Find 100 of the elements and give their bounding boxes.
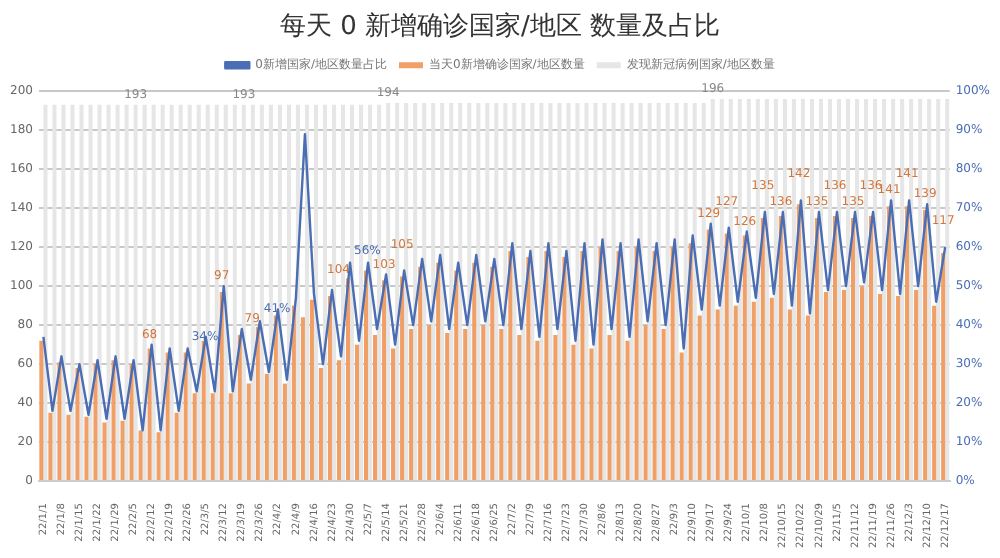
- bar: [512, 102, 517, 481]
- bar: [778, 215, 783, 481]
- bar: [43, 104, 48, 481]
- bar: [643, 325, 648, 481]
- bar: [138, 430, 143, 481]
- bar: [79, 104, 84, 481]
- bar: [941, 253, 946, 481]
- bar: [300, 317, 305, 481]
- bar: [923, 210, 928, 481]
- bar: [683, 102, 688, 481]
- bar: [52, 104, 57, 481]
- bar: [571, 344, 576, 481]
- bar: [382, 280, 387, 481]
- bar: [832, 215, 837, 481]
- bar: [354, 344, 360, 481]
- bar: [463, 329, 468, 481]
- bar: [692, 102, 697, 481]
- bar: [796, 204, 801, 481]
- bar: [246, 383, 251, 481]
- bar: [584, 102, 589, 481]
- bar: [535, 340, 540, 481]
- bar: [318, 368, 323, 481]
- bar: [413, 102, 418, 481]
- bar: [124, 104, 129, 481]
- bar: [273, 315, 278, 481]
- bar: [787, 309, 792, 481]
- bar: [517, 334, 522, 481]
- bar: [887, 206, 892, 481]
- bar: [499, 329, 504, 481]
- bar: [39, 340, 44, 481]
- bar: [674, 102, 679, 481]
- bar: [823, 291, 828, 481]
- bar: [760, 217, 765, 481]
- bar: [616, 251, 621, 481]
- bar: [715, 309, 720, 481]
- bar: [620, 102, 625, 481]
- bar: [102, 422, 107, 481]
- bar: [156, 432, 161, 481]
- bar: [467, 102, 472, 481]
- bar: [201, 340, 206, 481]
- bar: [751, 301, 756, 481]
- bar: [187, 104, 192, 481]
- bar: [503, 102, 508, 481]
- bar: [255, 327, 260, 481]
- bar: [508, 251, 513, 481]
- bar: [309, 299, 314, 481]
- bar: [409, 329, 414, 481]
- bar: [611, 102, 616, 481]
- bar: [629, 102, 634, 481]
- bar: [706, 229, 711, 481]
- bar: [174, 412, 179, 481]
- bar: [436, 262, 441, 481]
- bar: [841, 290, 846, 481]
- bar: [322, 104, 328, 481]
- bar: [61, 104, 66, 481]
- bar: [656, 102, 661, 481]
- bar: [88, 104, 93, 481]
- bar: [440, 102, 445, 481]
- bar: [598, 247, 603, 481]
- bar: [454, 270, 459, 481]
- bar: [742, 235, 747, 481]
- bar: [427, 325, 432, 481]
- bar: [566, 102, 571, 481]
- bar: [232, 104, 237, 481]
- bar: [345, 278, 351, 481]
- bar: [896, 295, 901, 481]
- bar: [481, 325, 486, 481]
- bar: [449, 102, 454, 481]
- bar: [868, 215, 874, 481]
- bar: [905, 206, 910, 481]
- bar: [169, 104, 174, 481]
- bar: [120, 420, 125, 481]
- bar: [814, 217, 819, 481]
- bar: [363, 270, 369, 481]
- bar: [418, 266, 423, 481]
- bar: [679, 352, 684, 481]
- bar: [422, 102, 427, 481]
- bar: [638, 102, 643, 481]
- bar: [850, 217, 856, 481]
- bar: [391, 348, 396, 481]
- bar: [106, 104, 111, 481]
- bar: [494, 102, 499, 481]
- bar: [327, 295, 332, 481]
- bar: [70, 104, 75, 481]
- bar: [647, 102, 652, 481]
- bar: [652, 251, 657, 481]
- bar: [264, 373, 269, 481]
- bar: [210, 393, 215, 481]
- bar: [431, 102, 436, 481]
- bar: [878, 293, 883, 481]
- bar: [625, 340, 630, 481]
- bar: [602, 102, 607, 481]
- bar: [66, 414, 71, 481]
- bar: [400, 276, 405, 481]
- bar: [97, 104, 102, 481]
- bar: [526, 256, 531, 481]
- bar: [84, 416, 89, 481]
- bar: [485, 102, 490, 481]
- bar: [575, 102, 580, 481]
- bar: [472, 262, 477, 481]
